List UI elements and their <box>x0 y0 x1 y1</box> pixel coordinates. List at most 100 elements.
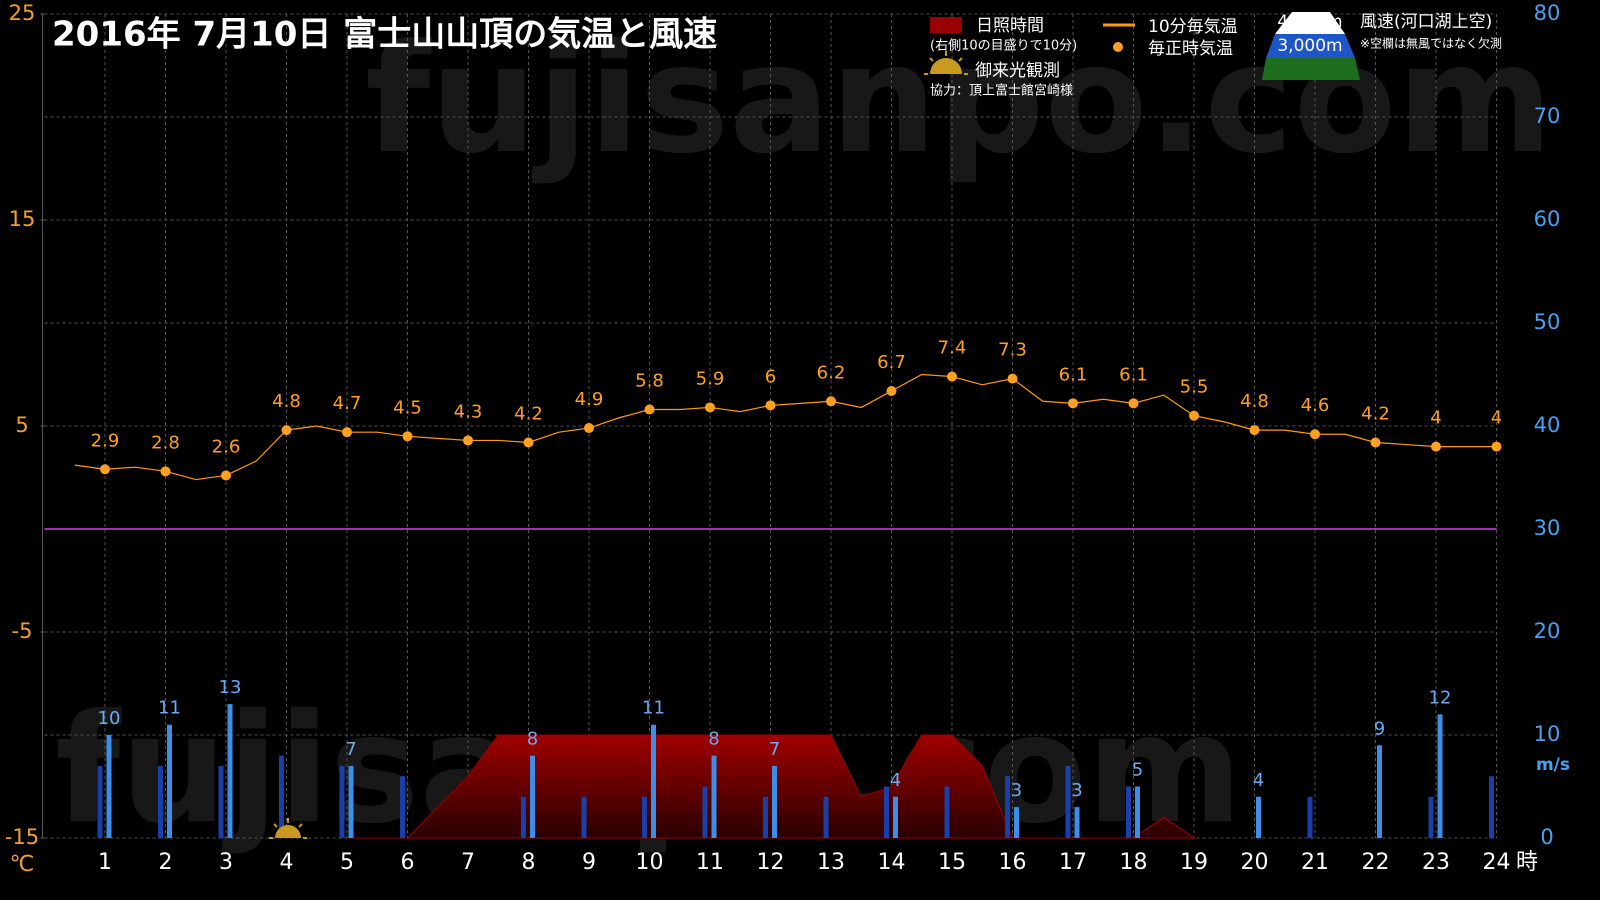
data-label: 4 <box>890 770 901 791</box>
wind-bar <box>823 796 829 838</box>
wind-bar <box>1489 776 1494 838</box>
data-label: 2.9 <box>91 430 120 451</box>
data-label: 4.9 <box>575 389 604 410</box>
temp-point <box>1189 410 1199 421</box>
data-label: 4 <box>1491 408 1502 429</box>
y2-tick-label: 70 <box>1534 104 1561 128</box>
wind-bar <box>763 796 768 838</box>
y-tick-label: 5 <box>15 413 28 437</box>
temp-point <box>1249 425 1260 436</box>
wind-bar <box>1377 745 1382 838</box>
data-label: 5.5 <box>1180 377 1209 398</box>
x-tick-label: 11 <box>696 850 724 875</box>
data-label: 11 <box>642 698 665 719</box>
x-tick-label: 13 <box>817 850 845 875</box>
wind-bar <box>944 786 950 838</box>
data-label: 7.3 <box>998 340 1027 361</box>
y2-unit: m/s <box>1536 755 1570 775</box>
y2-tick-label: 10 <box>1534 722 1561 746</box>
data-label: 8 <box>527 729 538 750</box>
x-tick-label: 15 <box>938 850 966 875</box>
x-tick-label: 4 <box>280 850 294 875</box>
credit: 協力：頂上富士館宮崎様 <box>930 83 1073 99</box>
data-label: 3 <box>1011 780 1022 801</box>
wind-bar <box>1428 796 1434 838</box>
wind-bar <box>772 765 777 838</box>
x-tick-label: 9 <box>582 850 596 875</box>
x-tick-label: 22 <box>1362 850 1390 875</box>
x-tick-label: 1 <box>98 850 112 875</box>
x-tick-label: 7 <box>461 850 475 875</box>
x-tick-label: 20 <box>1241 850 1269 875</box>
wind-bar <box>1126 786 1131 838</box>
data-label: 11 <box>158 698 181 719</box>
temp-point <box>1068 398 1078 409</box>
x-tick-label: 14 <box>878 850 906 875</box>
x-tick-label: 12 <box>757 850 785 875</box>
data-label: 4.2 <box>514 403 543 424</box>
data-label: 6 <box>765 366 776 387</box>
y-tick-label: -15 <box>5 825 39 849</box>
legend-label: 御来光観測 <box>975 61 1060 81</box>
legend-note: ※空欄は無風ではなく欠測 <box>1360 36 1502 51</box>
wind-bar <box>1307 796 1313 838</box>
wind-bar <box>1074 807 1080 838</box>
y2-tick-label: 30 <box>1534 516 1561 540</box>
x-tick-label: 5 <box>340 850 354 875</box>
wind-bar <box>167 724 172 838</box>
data-label: 2.6 <box>212 436 241 457</box>
wind-bar <box>279 755 284 838</box>
watermark: fujisanpo.com <box>365 13 1553 187</box>
legend-label: 日照時間 <box>976 16 1044 36</box>
chart-title: 2016年 7月10日 富士山山頂の気温と風速 <box>52 15 717 55</box>
data-label: 4.6 <box>1301 395 1330 416</box>
temp-point <box>947 371 957 382</box>
data-label: 4.3 <box>454 401 483 422</box>
temp-point <box>1431 441 1441 452</box>
wind-bar <box>711 755 717 838</box>
y-tick-label: -5 <box>12 619 33 643</box>
data-label: 3 <box>1071 780 1082 801</box>
y2-tick-label: 20 <box>1534 619 1561 643</box>
data-label: 6.1 <box>1059 364 1088 385</box>
legend-title: 風速(河口湖上空) <box>1360 12 1492 32</box>
temp-line <box>74 373 1497 481</box>
wind-bar <box>1014 807 1019 838</box>
x-tick-label: 23 <box>1422 850 1450 875</box>
wind-bar <box>400 776 405 838</box>
legend-swatch <box>930 17 962 33</box>
data-label: 4.5 <box>393 397 422 418</box>
data-label: 4.8 <box>272 391 301 412</box>
temp-point <box>342 427 352 438</box>
x-tick-label: 16 <box>999 850 1027 875</box>
temp-point <box>644 404 655 415</box>
x-tick-label: 21 <box>1301 850 1329 875</box>
legend-label: 10分毎気温 <box>1148 17 1238 37</box>
data-label: 12 <box>1429 687 1452 708</box>
data-label: 4.2 <box>1361 403 1390 424</box>
y2-tick-label: 80 <box>1534 1 1561 25</box>
data-label: 4.8 <box>1240 391 1269 412</box>
x-tick-label: 3 <box>219 850 233 875</box>
data-label: 6.2 <box>817 362 846 383</box>
wind-bar <box>97 765 103 838</box>
data-label: 7 <box>345 739 356 760</box>
wind-bar <box>1256 796 1261 838</box>
temp-point <box>221 470 231 481</box>
legend-note: (右側10の目盛りで10分) <box>930 39 1077 54</box>
wind-bar <box>218 765 224 838</box>
data-label: 6.1 <box>1119 364 1148 385</box>
wind-bar <box>339 765 345 838</box>
legend-label: 4,000m <box>1277 12 1342 32</box>
temp-point <box>1370 437 1381 448</box>
temp-point <box>826 396 836 407</box>
wind-bar <box>1135 786 1140 838</box>
y2-tick-label: 60 <box>1534 207 1561 231</box>
y2-tick-label: 40 <box>1534 413 1561 437</box>
temp-point <box>765 400 776 411</box>
wind-bar <box>348 765 354 838</box>
legend-label: 3,000m <box>1277 36 1342 56</box>
x-tick-label: 24 <box>1483 850 1511 875</box>
